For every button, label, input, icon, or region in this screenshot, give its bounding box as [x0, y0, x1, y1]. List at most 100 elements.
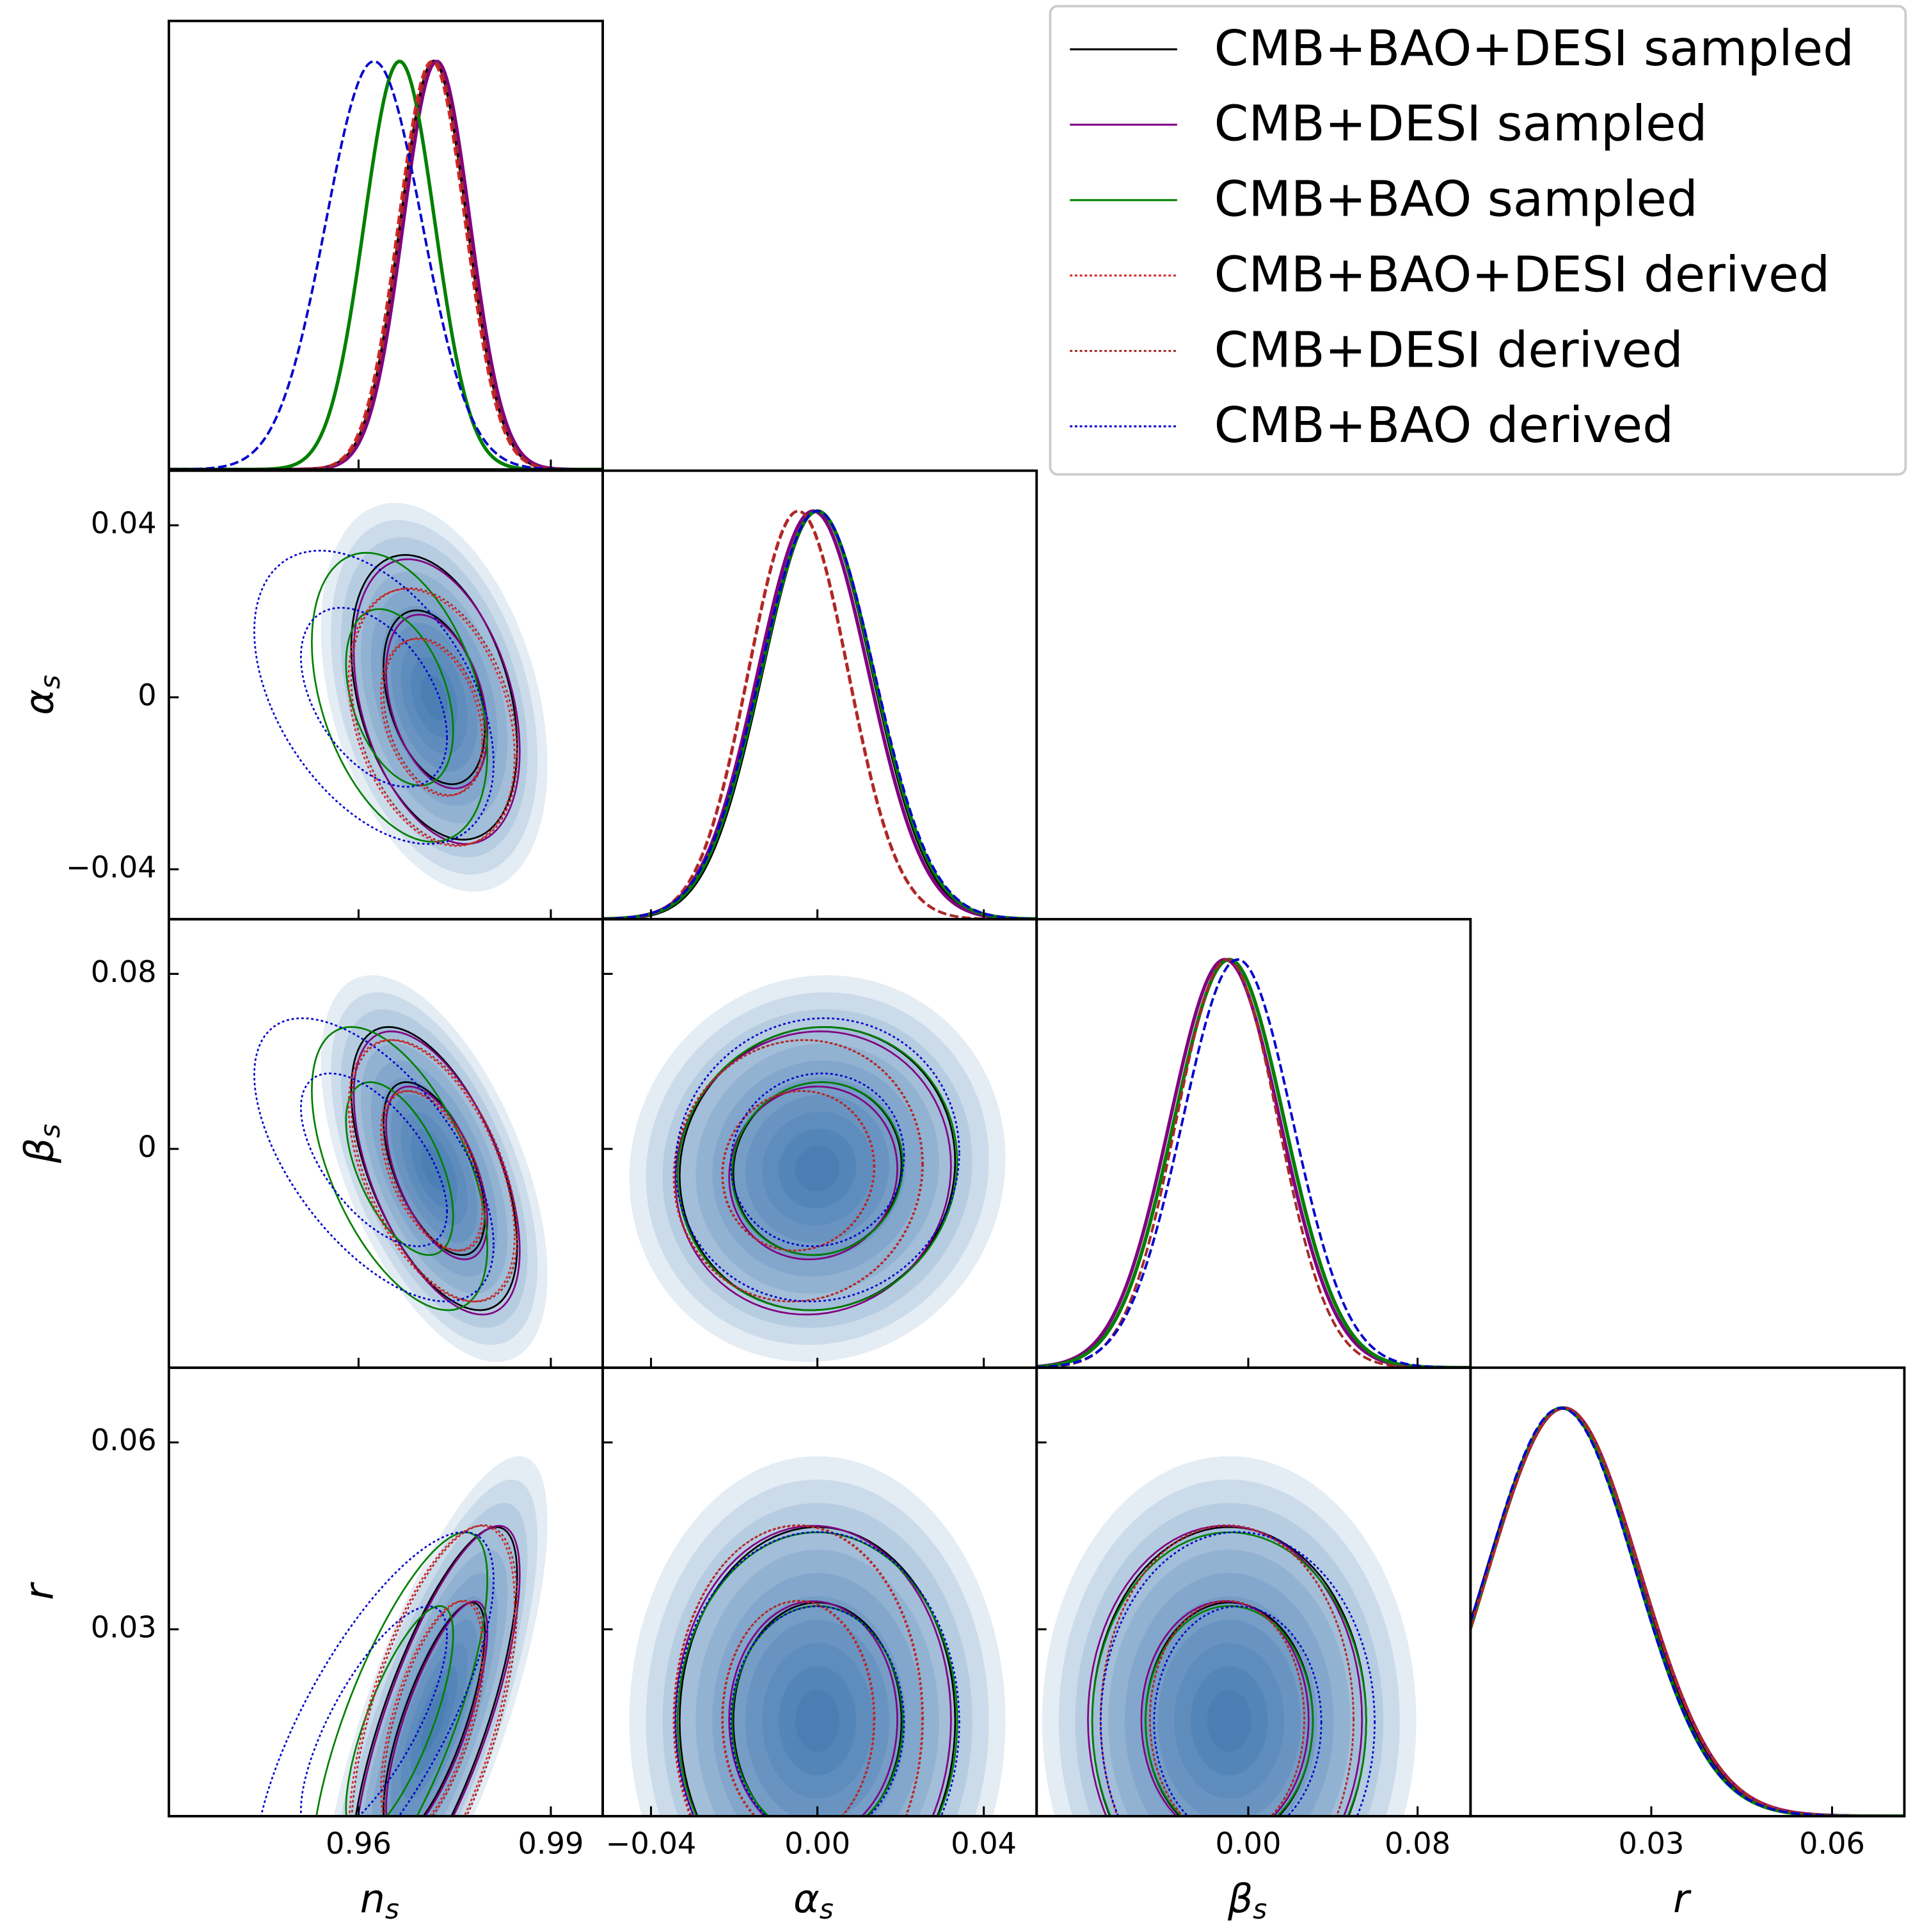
axis-symbol: n: [360, 1876, 385, 1922]
density-shade: [390, 1619, 478, 1816]
marginal-curve: [1470, 1406, 1905, 1816]
contour: [253, 1017, 495, 1303]
density-shade: [361, 1043, 508, 1294]
marginal-curve: [603, 509, 1037, 919]
contour: [674, 1524, 952, 1816]
y-tick-label: 0.03: [91, 1610, 157, 1644]
contour: [345, 1605, 454, 1816]
panel: [629, 975, 1006, 1362]
contour: [674, 1017, 960, 1303]
contour: [385, 614, 489, 789]
marginal-curve: [1470, 1407, 1905, 1816]
contour: [1140, 1600, 1310, 1816]
legend-label: CMB+BAO sampled: [1214, 171, 1698, 228]
x-tick-label: −0.04: [606, 1826, 697, 1861]
contour: [260, 1531, 495, 1816]
marginal-curve: [1470, 1406, 1905, 1816]
x-tick-label: 0.96: [326, 1826, 392, 1861]
contour: [728, 1086, 898, 1260]
axis-label: r: [17, 1581, 63, 1600]
panel: [603, 509, 1037, 919]
contour: [722, 1090, 876, 1252]
x-tick-label: 0.00: [1216, 1826, 1282, 1861]
density-shade: [420, 674, 448, 720]
density-shade: [795, 1146, 840, 1192]
density-shade: [390, 1095, 478, 1243]
axis-symbol: α: [17, 689, 63, 715]
marginal-curve: [168, 60, 603, 470]
contour: [299, 606, 448, 788]
axis-label: βs: [17, 1124, 66, 1164]
density-shade: [1207, 1690, 1251, 1752]
density-shade: [745, 1095, 890, 1243]
axis-symbol: β: [1227, 1876, 1253, 1922]
density-shade: [411, 1666, 458, 1776]
density-shade: [679, 1026, 956, 1311]
density-shade: [762, 1111, 873, 1226]
marginal-curve: [1036, 958, 1471, 1368]
panel-frame: [601, 469, 1038, 921]
density-shade: [340, 537, 528, 858]
contour: [383, 1089, 486, 1252]
axis-subscript: s: [34, 675, 65, 689]
legend-label: CMB+BAO derived: [1214, 397, 1674, 454]
marginal-curve: [1036, 958, 1471, 1368]
marginal-curve: [603, 509, 1037, 919]
density-shade: [1108, 1549, 1351, 1816]
marginal-curve: [603, 509, 1037, 919]
legend-label: CMB+BAO+DESI derived: [1214, 246, 1830, 304]
density-shade: [679, 1526, 956, 1816]
density-shade: [745, 1619, 890, 1816]
x-tick-label: 0.06: [1799, 1826, 1865, 1861]
density-shade: [1141, 1596, 1317, 1816]
density-shade: [381, 605, 488, 789]
marginal-curve: [1470, 1407, 1905, 1816]
x-tick-label: 0.99: [518, 1826, 583, 1861]
panel: [1470, 1406, 1905, 1816]
axis-label: βs: [1227, 1876, 1267, 1925]
axis-subscript: s: [34, 1124, 65, 1138]
contour: [350, 587, 518, 846]
y-tick-label: 0.04: [91, 506, 157, 541]
density-shade: [1191, 1666, 1268, 1776]
density-shade: [695, 1549, 939, 1816]
panel: [253, 975, 548, 1362]
density-shade: [381, 1596, 488, 1816]
contour: [315, 1531, 489, 1816]
density-shade: [629, 975, 1006, 1362]
density-shade: [762, 1643, 873, 1799]
contour: [351, 1524, 518, 1816]
contour: [383, 637, 486, 796]
marginal-curve: [1470, 1407, 1905, 1816]
marginal-curve: [603, 509, 1037, 919]
density-shade: [795, 1690, 840, 1752]
density-shade: [361, 571, 508, 823]
density-shade: [646, 992, 989, 1345]
marginal-curve: [603, 509, 1037, 919]
density-shade: [401, 1643, 468, 1799]
contour: [345, 1081, 454, 1256]
density-shade: [321, 975, 548, 1362]
density-shade: [662, 1503, 972, 1816]
marginal-curve: [168, 59, 603, 470]
contour: [299, 1072, 448, 1247]
contour: [347, 588, 516, 847]
contour: [729, 1605, 905, 1816]
density-shade: [370, 1060, 498, 1277]
density-shade: [363, 1549, 508, 1816]
axis-subscript: s: [820, 1894, 834, 1925]
y-tick-label: 0: [138, 677, 156, 712]
axis-subscript: s: [385, 1894, 399, 1925]
axis-label: r: [1673, 1876, 1692, 1922]
panel: [168, 59, 603, 470]
marginal-curve: [1470, 1406, 1905, 1816]
marginal-curve: [1036, 958, 1471, 1368]
density-shade: [1075, 1503, 1384, 1816]
contour: [350, 1039, 518, 1303]
contour: [729, 1072, 905, 1247]
marginal-curve: [1036, 958, 1471, 1368]
contour: [678, 1526, 956, 1816]
density-shade: [331, 992, 538, 1345]
contour: [357, 1524, 521, 1816]
